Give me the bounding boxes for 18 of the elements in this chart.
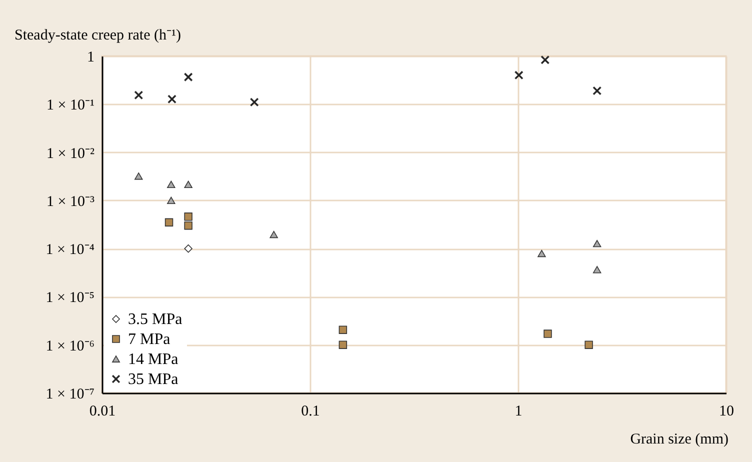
y-tick-label: 1 × 10⁻⁴ <box>46 242 94 258</box>
legend-label: 3.5 MPa <box>128 311 182 328</box>
x-tick-label: 1 <box>514 404 522 420</box>
y-axis-title: Steady-state creep rate (h⁻¹) <box>14 28 181 44</box>
legend-label: 14 MPa <box>128 351 178 368</box>
y-tick-label: 1 × 10⁻⁷ <box>46 386 94 402</box>
y-tick-label: 1 × 10⁻² <box>46 146 95 162</box>
x-tick-label: 0.01 <box>89 404 116 420</box>
y-tick-label: 1 × 10⁻¹ <box>46 98 94 114</box>
x-tick-label: 10 <box>719 404 734 420</box>
y-tick-label: 1 × 10⁻³ <box>46 194 95 210</box>
y-tick-label: 1 × 10⁻⁵ <box>46 290 94 306</box>
x-axis-title: Grain size (mm) <box>630 432 728 448</box>
y-tick-label: 1 × 10⁻⁶ <box>46 338 94 354</box>
legend-label: 7 MPa <box>128 331 170 348</box>
x-tick-label: 0.1 <box>301 404 320 420</box>
legend-label: 35 MPa <box>128 371 178 388</box>
y-tick-label: 1 <box>87 50 94 66</box>
